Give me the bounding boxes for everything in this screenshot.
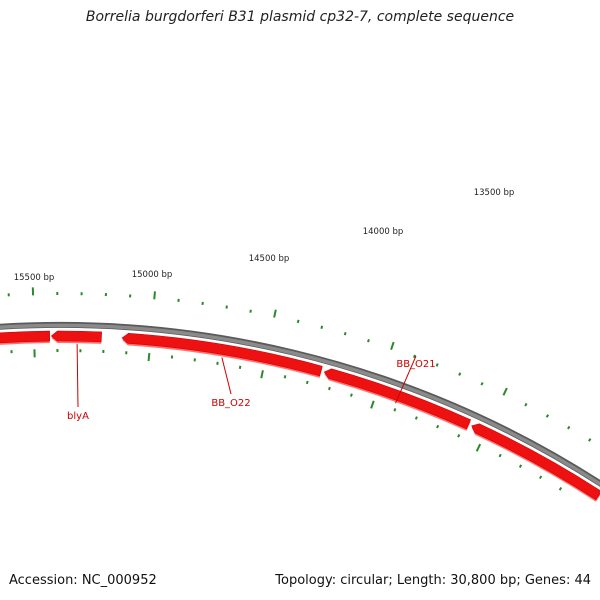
outer-tick bbox=[502, 387, 508, 396]
outer-tick bbox=[458, 372, 462, 376]
inner-tick bbox=[393, 408, 397, 412]
inner-tick bbox=[305, 380, 309, 385]
outer-tick bbox=[367, 338, 370, 343]
outer-tick bbox=[296, 319, 300, 324]
outer-tick bbox=[273, 309, 277, 318]
gene-leader-blyA bbox=[76, 344, 79, 408]
inner-tick bbox=[538, 475, 543, 480]
outer-tick bbox=[480, 382, 484, 386]
gene-label-BB_O21: BB_O21 bbox=[396, 359, 435, 370]
inner-tick bbox=[498, 453, 502, 458]
tick-label-14000: 14000 bp bbox=[363, 227, 404, 237]
gene-arrow-right-partial bbox=[471, 423, 600, 501]
inner-tick bbox=[436, 424, 440, 429]
map-labels: 15500 bp 15000 bp 14500 bp 14000 bp 1350… bbox=[14, 188, 515, 422]
inner-tick bbox=[558, 487, 563, 491]
outer-tick bbox=[153, 291, 156, 300]
gene-leader-lines bbox=[76, 344, 417, 408]
plasmid-backbone bbox=[0, 322, 600, 487]
tick-label-14500: 14500 bp bbox=[249, 254, 290, 264]
backbone-inner-line bbox=[0, 323, 600, 487]
outer-tick bbox=[567, 425, 571, 430]
inner-tick-marks bbox=[10, 349, 563, 491]
outer-tick bbox=[435, 363, 439, 367]
gene-arrow-BB_O22 bbox=[121, 333, 323, 377]
outer-tick bbox=[249, 309, 252, 313]
inner-tick bbox=[370, 400, 375, 409]
inner-tick bbox=[350, 393, 353, 397]
gene-arrow-blyA bbox=[50, 330, 102, 343]
inner-tick bbox=[238, 365, 242, 369]
inner-tick bbox=[260, 370, 264, 379]
outer-tick bbox=[588, 438, 592, 442]
inner-tick bbox=[283, 375, 287, 379]
inner-tick bbox=[518, 464, 523, 468]
gene-label-BB_O22: BB_O22 bbox=[211, 398, 250, 409]
map-title: Borrelia burgdorferi B31 plasmid cp32-7,… bbox=[85, 9, 515, 25]
gene-leader-BB_O22 bbox=[221, 357, 232, 395]
inner-tick bbox=[475, 443, 482, 452]
gene-label-blyA: blyA bbox=[67, 411, 89, 422]
inner-tick bbox=[414, 416, 418, 420]
topology-summary: Topology: circular; Length: 30,800 bp; G… bbox=[275, 573, 591, 588]
outer-tick bbox=[390, 341, 395, 350]
outer-tick bbox=[524, 402, 528, 407]
inner-tick bbox=[457, 434, 461, 438]
tick-label-15500: 15500 bp bbox=[14, 273, 55, 283]
accession-label: Accession: NC_000952 bbox=[9, 573, 157, 588]
outer-tick bbox=[545, 414, 550, 418]
gene-arrow-left-partial bbox=[0, 330, 50, 344]
backbone-outer-line bbox=[0, 322, 600, 487]
inner-tick bbox=[328, 386, 331, 391]
outer-tick bbox=[413, 354, 416, 359]
gene-leader-BB_O21 bbox=[395, 355, 417, 404]
outer-tick-marks bbox=[7, 287, 592, 442]
tick-label-15000: 15000 bp bbox=[132, 270, 173, 280]
outer-tick bbox=[320, 325, 324, 329]
outer-tick bbox=[343, 331, 347, 336]
inner-tick bbox=[147, 353, 151, 362]
tick-label-13500: 13500 bp bbox=[474, 188, 515, 198]
